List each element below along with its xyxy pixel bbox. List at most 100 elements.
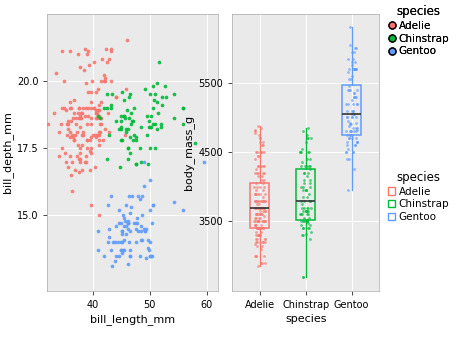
Point [298,201,306,207]
Point [252,239,259,245]
Point [77,111,85,116]
Point [66,105,74,111]
Point [351,143,358,148]
Point [299,194,307,200]
Point [145,124,153,129]
Point [66,153,74,159]
Point [303,163,311,169]
Point [305,191,313,196]
Point [350,111,358,117]
Point [259,260,266,266]
Point [343,115,350,120]
Point [303,219,311,224]
Point [137,229,145,234]
Point [94,229,102,234]
Point [92,89,100,94]
Point [88,78,96,83]
Point [251,215,258,221]
Point [255,191,262,196]
Point [147,124,155,129]
Point [126,94,133,100]
Point [97,116,105,121]
Point [298,233,306,238]
Point [257,198,265,203]
Point [298,149,305,155]
Point [140,183,148,189]
Point [62,159,69,164]
Point [303,219,310,224]
Point [251,191,258,196]
Point [104,240,112,245]
Point [149,202,156,207]
Point [84,105,92,111]
Point [260,239,267,245]
Point [137,223,145,229]
Point [304,132,311,138]
X-axis label: bill_length_mm: bill_length_mm [90,314,175,325]
Point [141,86,149,92]
Point [118,137,126,143]
Point [257,212,265,217]
Point [349,108,357,113]
Point [255,198,262,203]
Point [301,219,308,224]
Point [64,121,72,126]
Point [299,208,307,214]
Point [108,264,116,269]
Point [119,213,127,218]
Point [304,217,311,222]
Point [129,118,137,124]
Point [351,46,359,51]
Point [79,105,86,111]
Point [256,239,264,245]
Point [124,221,131,226]
Point [304,125,312,130]
Point [132,137,139,143]
Point [117,126,125,132]
Point [84,89,92,94]
Point [348,111,356,117]
Point [254,123,262,129]
Point [180,121,187,126]
Point [126,116,133,121]
Point [124,261,131,266]
Point [343,101,350,106]
Point [255,226,262,231]
Y-axis label: body_mass_g: body_mass_g [183,115,194,190]
Point [345,136,352,141]
Point [257,246,264,252]
Point [343,143,351,148]
Point [75,105,82,111]
Point [253,170,261,176]
Point [145,248,153,253]
Point [253,233,260,238]
Point [255,215,263,221]
Point [69,116,77,121]
Point [118,232,126,237]
Point [126,253,134,259]
Point [257,149,265,155]
Point [117,248,125,253]
Point [350,91,358,96]
Point [117,164,124,170]
Point [103,105,110,111]
Point [256,184,264,189]
Point [83,121,91,126]
Point [251,130,258,136]
Point [251,198,259,203]
Point [191,140,199,145]
Point [115,207,122,213]
Point [131,132,138,137]
Y-axis label: bill_depth_mm: bill_depth_mm [2,111,13,193]
Point [75,170,83,175]
Point [252,254,260,259]
Point [58,48,66,54]
Point [118,229,126,234]
Point [75,116,82,121]
Point [106,234,113,240]
Point [259,226,267,231]
Point [100,137,107,143]
Point [124,221,132,226]
Point [132,240,140,245]
Point [77,124,84,129]
